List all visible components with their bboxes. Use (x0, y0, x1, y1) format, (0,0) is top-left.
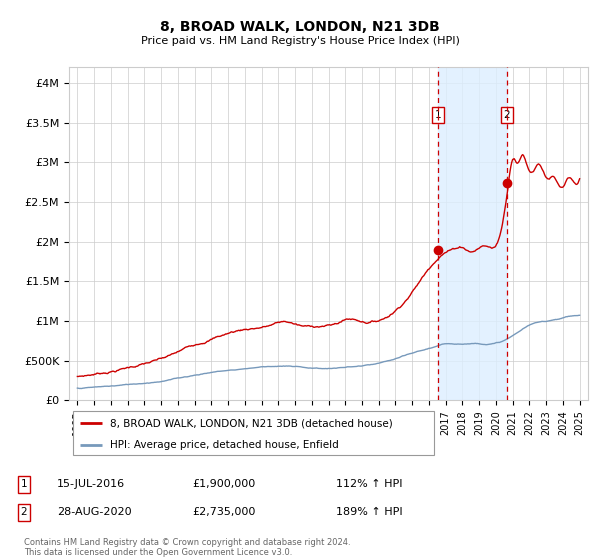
FancyBboxPatch shape (73, 412, 434, 455)
Text: 2: 2 (20, 507, 28, 517)
Bar (438, 67, 507, 400)
Text: 8, BROAD WALK, LONDON, N21 3DB: 8, BROAD WALK, LONDON, N21 3DB (160, 20, 440, 34)
Text: Price paid vs. HM Land Registry's House Price Index (HPI): Price paid vs. HM Land Registry's House … (140, 36, 460, 46)
Text: 2: 2 (503, 110, 510, 120)
Text: £1,900,000: £1,900,000 (192, 479, 255, 489)
Text: 1: 1 (20, 479, 28, 489)
Text: 15-JUL-2016: 15-JUL-2016 (57, 479, 125, 489)
Text: 1: 1 (434, 110, 442, 120)
Text: 28-AUG-2020: 28-AUG-2020 (57, 507, 131, 517)
Text: 8, BROAD WALK, LONDON, N21 3DB (detached house): 8, BROAD WALK, LONDON, N21 3DB (detached… (110, 418, 392, 428)
Text: Contains HM Land Registry data © Crown copyright and database right 2024.
This d: Contains HM Land Registry data © Crown c… (24, 538, 350, 557)
Text: HPI: Average price, detached house, Enfield: HPI: Average price, detached house, Enfi… (110, 440, 338, 450)
Text: 189% ↑ HPI: 189% ↑ HPI (336, 507, 403, 517)
Text: 112% ↑ HPI: 112% ↑ HPI (336, 479, 403, 489)
Text: £2,735,000: £2,735,000 (192, 507, 256, 517)
